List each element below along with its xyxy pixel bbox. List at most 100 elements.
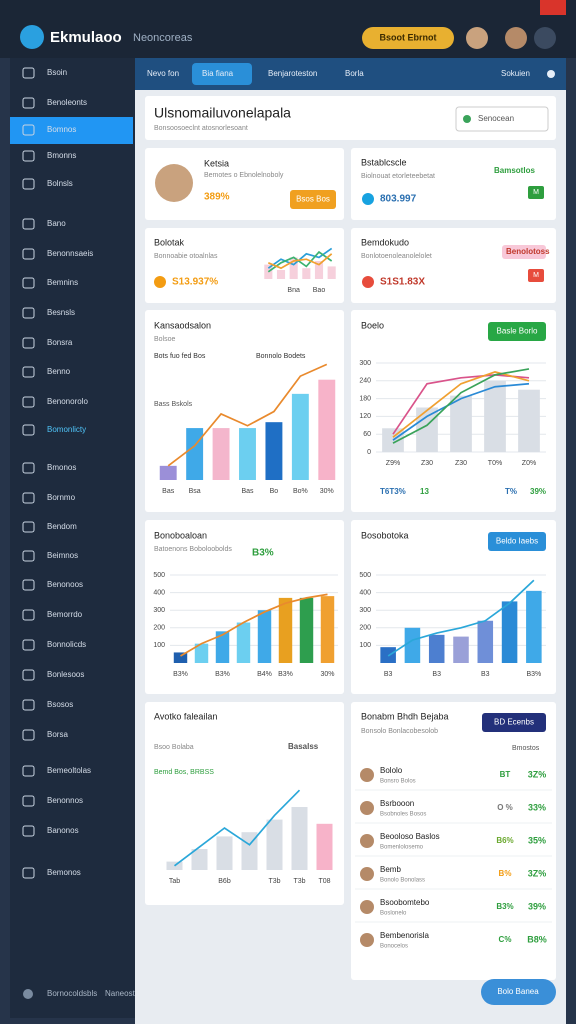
button-label[interactable]: Beldo Iaebs <box>496 537 538 546</box>
tab[interactable]: Borla <box>345 69 364 78</box>
bar <box>526 590 542 663</box>
fab-label[interactable]: Bolo Banea <box>497 987 539 996</box>
y-tick-label: 240 <box>359 378 371 385</box>
menu-item[interactable]: Beimnos <box>47 551 78 560</box>
settings-icon[interactable] <box>534 27 556 49</box>
menu-icon <box>22 825 35 837</box>
menu-item[interactable]: Besnsls <box>47 308 75 317</box>
menu-item[interactable]: Benonnsaeis <box>47 249 93 258</box>
bar <box>318 379 336 480</box>
footer-icon <box>23 989 33 999</box>
menu-item[interactable]: Bemorrdo <box>47 610 83 619</box>
x-tick-label: Z9% <box>386 460 400 467</box>
badge-label: M <box>533 189 539 196</box>
row-value: 3Z% <box>528 769 547 779</box>
menu-item[interactable]: Bendom <box>47 522 77 531</box>
menu-item[interactable]: Bemeoltolas <box>47 766 91 775</box>
x-tick-label: Z0% <box>522 460 536 467</box>
search-box[interactable] <box>455 106 549 132</box>
menu-icon <box>22 277 35 289</box>
y-tick-label: 400 <box>359 589 371 596</box>
bar <box>316 823 333 870</box>
menu-item[interactable]: Benonoos <box>47 580 83 589</box>
tab[interactable]: Bia fiana <box>202 69 234 78</box>
menu-item[interactable]: Bomonlicty <box>47 425 86 434</box>
y-tick-label: 0 <box>367 449 371 456</box>
menu-item[interactable]: Benonorolo <box>47 397 88 406</box>
button-label[interactable]: Basle Borlo <box>497 327 538 336</box>
x-tick-label: 30% <box>320 671 334 678</box>
card-button[interactable] <box>290 190 336 209</box>
menu-item[interactable]: Bornmo <box>47 493 76 502</box>
menu-icon <box>22 124 35 136</box>
card-button[interactable] <box>488 532 546 551</box>
button-label[interactable]: BD Ecenbs <box>494 718 534 727</box>
menu-item[interactable]: Bemnins <box>47 278 78 287</box>
tab[interactable]: Benjaroteston <box>268 69 317 78</box>
tab[interactable]: Sokuien <box>501 69 530 78</box>
card-subtitle: Biolnouat etorleteebetat <box>361 173 435 180</box>
y-tick-label: 100 <box>359 642 371 649</box>
row-badge: C% <box>499 935 512 944</box>
menu-item[interactable]: Bonsra <box>47 338 73 347</box>
menu-item[interactable]: Borsa <box>47 730 68 739</box>
menu-item[interactable]: Banonos <box>47 826 79 835</box>
bar <box>291 393 309 480</box>
menu-icon <box>22 462 35 474</box>
avatar[interactable] <box>505 27 527 49</box>
bar <box>320 596 335 663</box>
row-avatar <box>360 900 374 914</box>
action-label: Bsoot Ebrnot <box>380 32 437 42</box>
row-avatar <box>360 867 374 881</box>
line <box>392 382 530 441</box>
row-value: 33% <box>528 802 546 812</box>
row-avatar <box>360 834 374 848</box>
menu-icon <box>22 639 35 651</box>
badge <box>528 186 544 199</box>
card-button[interactable] <box>482 713 546 732</box>
menu-item[interactable]: Benno <box>47 367 71 376</box>
menu-item[interactable]: Bomnos <box>47 125 76 134</box>
menu-item[interactable]: Benonnos <box>47 796 83 805</box>
menu-item[interactable]: Bano <box>47 219 66 228</box>
close-button[interactable] <box>540 0 566 15</box>
menu-item[interactable]: Bonnolicds <box>47 640 86 649</box>
card-title: Avotko faleailan <box>154 711 217 721</box>
card-title: Bonabm Bhdh Bejaba <box>361 711 449 721</box>
row-badge: B% <box>499 869 512 878</box>
x-tick-label: Bas <box>241 488 254 495</box>
card-subtitle: Bonlotoenoleanolelolet <box>361 253 432 260</box>
action-button[interactable] <box>362 27 454 49</box>
avatar[interactable] <box>466 27 488 49</box>
menu-item[interactable]: Benoleonts <box>47 98 87 107</box>
sidebar <box>10 58 135 1018</box>
x-tick-label: Z30 <box>455 460 467 467</box>
card <box>351 148 556 220</box>
menu-item[interactable]: Bsosos <box>47 700 73 709</box>
workspace: Neoncoreas <box>133 32 193 44</box>
menu-item[interactable]: Bonlesoos <box>47 670 84 679</box>
menu-icon <box>22 150 35 162</box>
card-subtitle: Bemotes o Ebnolelnoboly <box>204 172 284 179</box>
line <box>173 789 301 867</box>
menu-item[interactable]: Bolnsls <box>47 179 73 188</box>
bar <box>215 631 230 663</box>
x-tick-label: T08 <box>318 878 330 885</box>
tab[interactable]: Nevo fon <box>147 69 179 78</box>
fab[interactable] <box>481 979 556 1005</box>
x-tick-label: B3% <box>278 671 293 678</box>
menu-item[interactable]: Bmonns <box>47 151 76 160</box>
button-label[interactable]: Bsos Bos <box>296 195 330 204</box>
row-badge: B3% <box>496 902 513 911</box>
row-avatar <box>360 768 374 782</box>
card-button[interactable] <box>488 322 546 341</box>
x-tick-label: Bna <box>287 287 300 294</box>
menu-item[interactable]: Bemonos <box>47 868 81 877</box>
menu-icon <box>22 699 35 711</box>
tag: Bamsotlos <box>494 166 535 175</box>
menu-item[interactable]: Bsoin <box>47 68 67 77</box>
menu-item[interactable]: Bmonos <box>47 463 76 472</box>
tab-settings[interactable] <box>547 70 555 78</box>
row-value: B8% <box>527 934 547 944</box>
